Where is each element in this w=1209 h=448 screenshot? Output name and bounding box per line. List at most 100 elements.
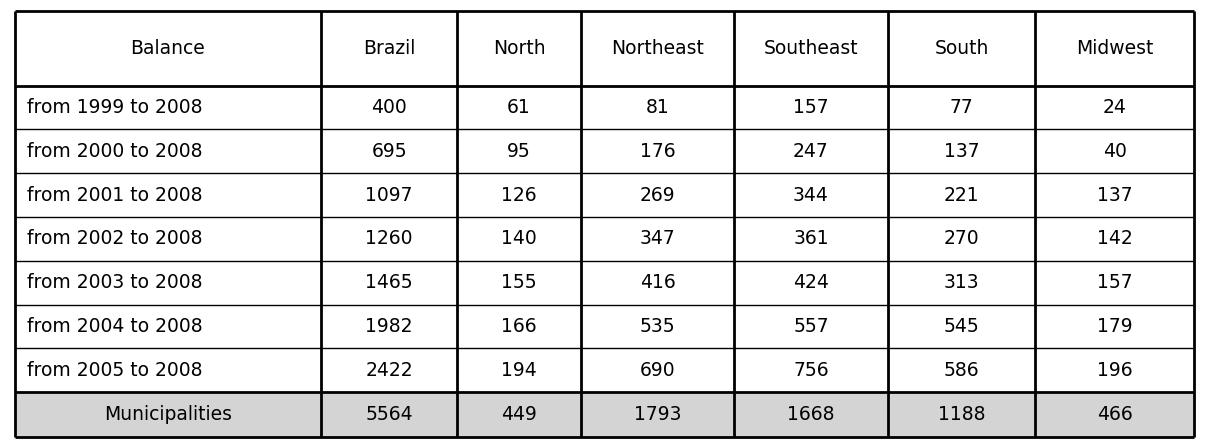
Text: from 2002 to 2008: from 2002 to 2008 (27, 229, 202, 248)
Text: 1097: 1097 (365, 185, 413, 205)
Text: 77: 77 (949, 98, 973, 117)
Text: 1188: 1188 (938, 405, 985, 424)
Text: 194: 194 (501, 361, 537, 380)
Bar (734, 173, 887, 217)
Bar (580, 392, 734, 437)
Text: 690: 690 (640, 361, 676, 380)
Bar (457, 392, 580, 437)
Bar (15, 86, 322, 129)
Bar (457, 217, 580, 261)
Bar (1035, 129, 1194, 173)
Text: 137: 137 (944, 142, 979, 161)
Text: 695: 695 (371, 142, 407, 161)
Bar (15, 217, 322, 261)
Bar (1035, 261, 1194, 305)
Text: 166: 166 (502, 317, 537, 336)
Text: from 2004 to 2008: from 2004 to 2008 (27, 317, 202, 336)
Bar (580, 305, 734, 349)
Bar (580, 217, 734, 261)
Text: Balance: Balance (131, 39, 206, 58)
Text: 157: 157 (793, 98, 829, 117)
Text: from 2003 to 2008: from 2003 to 2008 (27, 273, 202, 292)
Text: 95: 95 (507, 142, 531, 161)
Bar (457, 11, 580, 86)
Text: 179: 179 (1097, 317, 1133, 336)
Text: 61: 61 (507, 98, 531, 117)
Text: from 2005 to 2008: from 2005 to 2008 (27, 361, 202, 380)
Text: 176: 176 (640, 142, 676, 161)
Bar (887, 129, 1035, 173)
Text: 5564: 5564 (365, 405, 413, 424)
Text: 247: 247 (793, 142, 829, 161)
Bar (322, 392, 457, 437)
Bar (887, 11, 1035, 86)
Text: from 2000 to 2008: from 2000 to 2008 (27, 142, 202, 161)
Text: 347: 347 (640, 229, 676, 248)
Bar (457, 305, 580, 349)
Bar (1035, 392, 1194, 437)
Text: 361: 361 (793, 229, 829, 248)
Bar (457, 129, 580, 173)
Bar (15, 129, 322, 173)
Text: 535: 535 (640, 317, 676, 336)
Text: 400: 400 (371, 98, 407, 117)
Bar (457, 261, 580, 305)
Text: 466: 466 (1097, 405, 1133, 424)
Text: Brazil: Brazil (363, 39, 416, 58)
Text: Northeast: Northeast (612, 39, 704, 58)
Bar (734, 217, 887, 261)
Bar (322, 173, 457, 217)
Bar (322, 261, 457, 305)
Bar (734, 261, 887, 305)
Bar (887, 86, 1035, 129)
Bar (734, 392, 887, 437)
Bar (15, 11, 322, 86)
Text: 424: 424 (793, 273, 829, 292)
Bar (887, 173, 1035, 217)
Bar (887, 349, 1035, 392)
Text: 196: 196 (1097, 361, 1133, 380)
Bar (322, 11, 457, 86)
Text: 313: 313 (944, 273, 979, 292)
Bar (15, 305, 322, 349)
Bar (322, 217, 457, 261)
Text: 1465: 1465 (365, 273, 413, 292)
Text: from 2001 to 2008: from 2001 to 2008 (27, 185, 202, 205)
Text: North: North (492, 39, 545, 58)
Bar (1035, 173, 1194, 217)
Bar (1035, 11, 1194, 86)
Text: 344: 344 (793, 185, 829, 205)
Text: 1260: 1260 (365, 229, 413, 248)
Text: Southeast: Southeast (764, 39, 858, 58)
Bar (1035, 217, 1194, 261)
Text: 142: 142 (1097, 229, 1133, 248)
Bar (15, 173, 322, 217)
Text: 40: 40 (1103, 142, 1127, 161)
Text: Midwest: Midwest (1076, 39, 1153, 58)
Text: 155: 155 (502, 273, 537, 292)
Bar (734, 11, 887, 86)
Text: 81: 81 (646, 98, 670, 117)
Text: 126: 126 (502, 185, 537, 205)
Bar (734, 349, 887, 392)
Bar (734, 305, 887, 349)
Text: 140: 140 (501, 229, 537, 248)
Bar (15, 261, 322, 305)
Bar (887, 261, 1035, 305)
Bar (580, 11, 734, 86)
Bar (457, 86, 580, 129)
Text: 449: 449 (501, 405, 537, 424)
Text: 24: 24 (1103, 98, 1127, 117)
Text: 557: 557 (793, 317, 829, 336)
Bar (1035, 86, 1194, 129)
Bar (1035, 349, 1194, 392)
Text: 545: 545 (943, 317, 979, 336)
Bar (457, 173, 580, 217)
Text: 270: 270 (944, 229, 979, 248)
Bar (15, 349, 322, 392)
Bar (734, 129, 887, 173)
Bar (1035, 305, 1194, 349)
Text: South: South (935, 39, 989, 58)
Text: 756: 756 (793, 361, 829, 380)
Text: 2422: 2422 (365, 361, 413, 380)
